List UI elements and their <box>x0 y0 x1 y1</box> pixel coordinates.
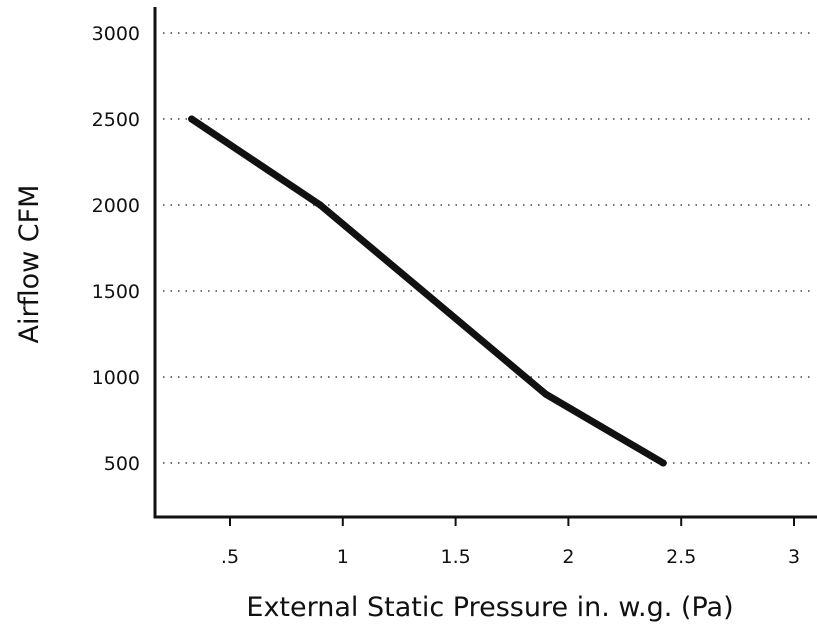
x-tick-label: 2.5 <box>666 546 696 568</box>
data-point <box>659 459 667 467</box>
x-axis-ticks: .5 1 1.5 2 2.5 3 <box>221 517 800 568</box>
data-point <box>188 115 196 123</box>
y-tick-label: 3000 <box>92 23 140 45</box>
airflow-series-line <box>188 115 667 467</box>
x-tick-label: .5 <box>221 546 239 568</box>
x-tick-label: 3 <box>788 546 800 568</box>
grid <box>163 32 815 464</box>
x-tick-label: 2 <box>562 546 574 568</box>
y-tick-label: 500 <box>104 453 140 475</box>
y-axis-label: Airflow CFM <box>14 185 45 344</box>
x-tick-label: 1.5 <box>440 546 470 568</box>
y-tick-label: 1000 <box>92 367 140 389</box>
data-point <box>542 390 550 398</box>
x-axis-label: External Static Pressure in. w.g. (Pa) <box>246 592 733 623</box>
y-tick-label: 2000 <box>92 195 140 217</box>
y-tick-label: 1500 <box>92 281 140 303</box>
data-point <box>316 201 324 209</box>
series-points <box>188 115 667 467</box>
x-tick-label: 1 <box>337 546 349 568</box>
data-point <box>429 296 437 304</box>
y-tick-label: 2500 <box>92 109 140 131</box>
y-axis-ticks: 500 1000 1500 2000 2500 3000 <box>92 23 140 475</box>
